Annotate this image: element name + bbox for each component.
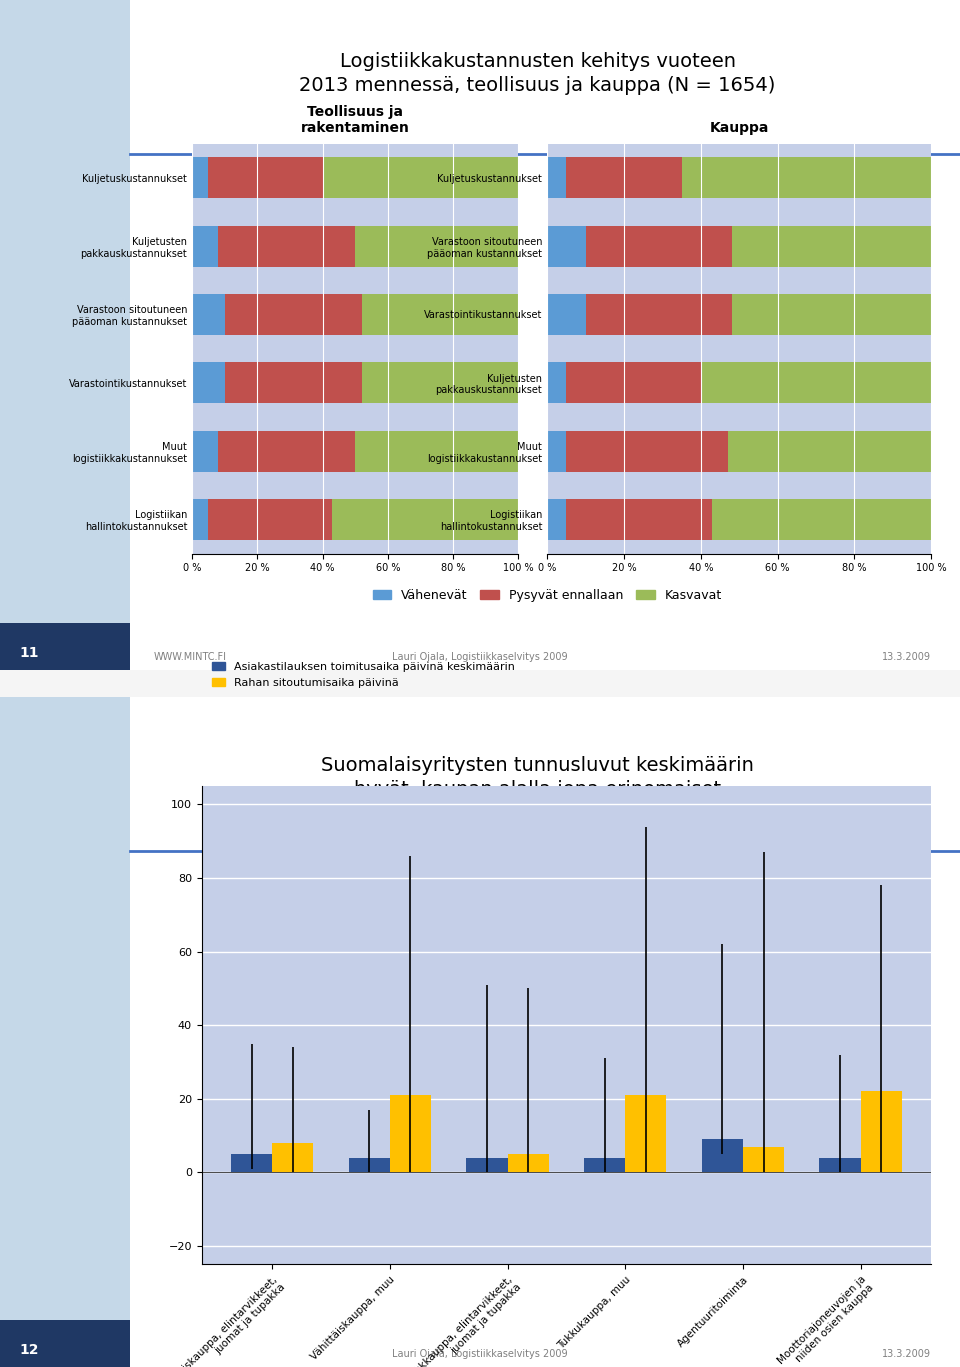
Bar xyxy=(348,1158,390,1173)
Title: Kauppa: Kauppa xyxy=(709,122,769,135)
Bar xyxy=(547,431,566,472)
Text: 11: 11 xyxy=(19,645,38,660)
Bar xyxy=(192,226,218,267)
Bar xyxy=(547,157,566,198)
Bar xyxy=(743,1147,784,1173)
Bar xyxy=(225,294,362,335)
Bar xyxy=(0,0,130,670)
Bar xyxy=(701,362,931,403)
Bar xyxy=(218,226,355,267)
Text: 13.3.2009: 13.3.2009 xyxy=(882,652,931,662)
Bar xyxy=(0,697,130,1367)
Bar xyxy=(860,1091,901,1173)
Bar xyxy=(732,294,931,335)
Bar xyxy=(332,499,518,540)
Bar xyxy=(362,362,518,403)
Bar xyxy=(584,1158,625,1173)
Text: Logistiikkakustannusten kehitys vuoteen
2013 mennessä, teollisuus ja kauppa (N =: Logistiikkakustannusten kehitys vuoteen … xyxy=(300,52,776,94)
Bar xyxy=(323,157,518,198)
Bar xyxy=(702,1139,743,1173)
Bar xyxy=(586,294,732,335)
Bar xyxy=(0,1321,130,1367)
Legend: Asiakastilauksen toimitusaika päivinä keskimäärin, Rahan sitoutumisaika päivinä: Asiakastilauksen toimitusaika päivinä ke… xyxy=(207,658,519,692)
Legend: Vähenevät, Pysyvät ennallaan, Kasvavat: Vähenevät, Pysyvät ennallaan, Kasvavat xyxy=(368,584,727,607)
Bar xyxy=(566,157,682,198)
Text: 13.3.2009: 13.3.2009 xyxy=(882,1349,931,1359)
Bar xyxy=(192,499,208,540)
Bar xyxy=(682,157,931,198)
Bar xyxy=(547,499,566,540)
Bar xyxy=(192,157,208,198)
Bar xyxy=(547,294,586,335)
Bar xyxy=(208,499,332,540)
Bar xyxy=(355,431,518,472)
Bar xyxy=(467,1158,508,1173)
Bar xyxy=(732,226,931,267)
Bar xyxy=(728,431,931,472)
Bar xyxy=(208,157,323,198)
Bar xyxy=(192,294,225,335)
Bar xyxy=(547,226,586,267)
Title: Teollisuus ja
rakentaminen: Teollisuus ja rakentaminen xyxy=(300,105,410,135)
Bar xyxy=(625,1095,666,1173)
Bar xyxy=(273,1143,313,1173)
Bar xyxy=(218,431,355,472)
Bar xyxy=(566,431,728,472)
Bar xyxy=(390,1095,431,1173)
Bar xyxy=(547,362,566,403)
Bar xyxy=(192,431,218,472)
Bar xyxy=(362,294,518,335)
Bar xyxy=(225,362,362,403)
Bar xyxy=(820,1158,860,1173)
Text: Lauri Ojala, Logistiikkaselvitys 2009: Lauri Ojala, Logistiikkaselvitys 2009 xyxy=(393,1349,567,1359)
Text: Lauri Ojala, Logistiikkaselvitys 2009: Lauri Ojala, Logistiikkaselvitys 2009 xyxy=(393,652,567,662)
Bar xyxy=(566,362,701,403)
Bar xyxy=(508,1154,549,1173)
Bar xyxy=(192,362,225,403)
Bar xyxy=(231,1154,273,1173)
Bar xyxy=(355,226,518,267)
Text: Suomalaisyritysten tunnusluvut keskimäärin
hyvät, kaupan alalla jopa erinomaiset: Suomalaisyritysten tunnusluvut keskimäär… xyxy=(322,756,754,798)
Text: WWW.MINTC.FI: WWW.MINTC.FI xyxy=(154,652,227,662)
Bar xyxy=(712,499,931,540)
Bar xyxy=(586,226,732,267)
Text: 12: 12 xyxy=(19,1342,38,1356)
Bar xyxy=(0,623,130,670)
Bar xyxy=(566,499,712,540)
